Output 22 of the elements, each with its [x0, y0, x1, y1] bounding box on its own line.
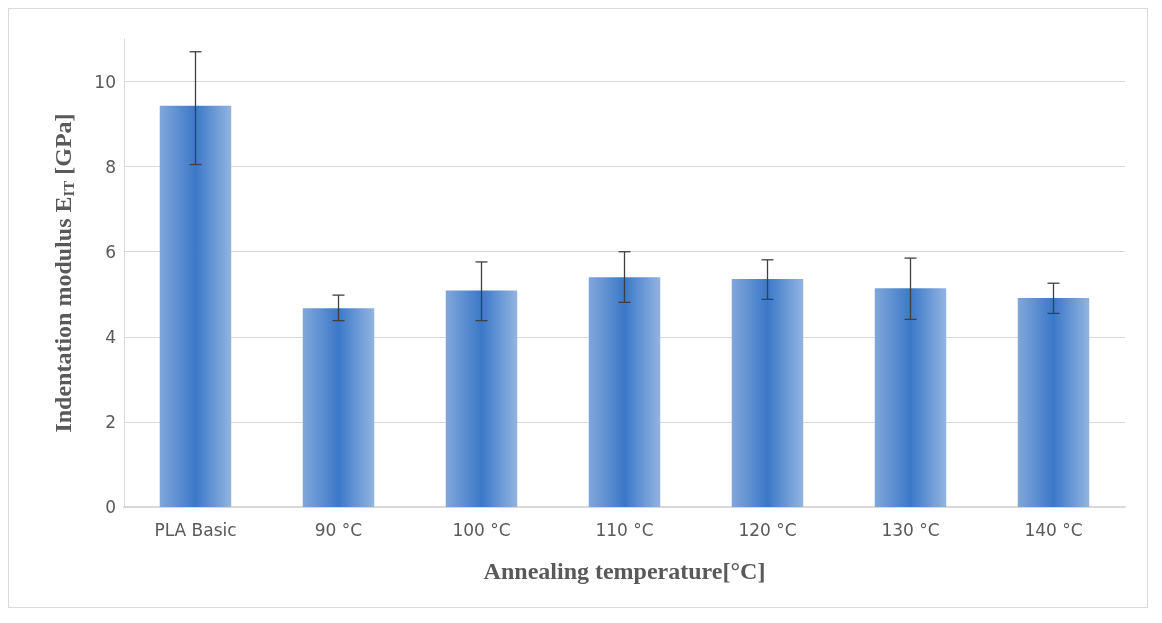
- y-tick-label: 4: [105, 326, 116, 347]
- bar: [159, 105, 232, 507]
- x-tick-label: 130 °C: [881, 519, 940, 540]
- bar: [445, 290, 518, 507]
- y-axis-title: Indentation modulus EIT [GPa]: [49, 113, 77, 433]
- bar: [1017, 298, 1090, 507]
- x-tick-label: 110 °C: [595, 519, 654, 540]
- y-tick-label: 2: [105, 411, 116, 432]
- bar: [731, 278, 804, 507]
- x-tick-label: PLA Basic: [154, 519, 237, 540]
- bar: [302, 308, 375, 507]
- x-tick-label: 140 °C: [1024, 519, 1083, 540]
- x-axis-title: Annealing temperature[°C]: [483, 558, 766, 584]
- y-tick-label: 8: [105, 156, 116, 177]
- x-tick-label: 100 °C: [452, 519, 511, 540]
- y-tick-label: 6: [105, 241, 116, 262]
- x-tick-label: 90 °C: [314, 519, 363, 540]
- bar: [588, 277, 661, 507]
- y-tick-label: 10: [94, 71, 116, 92]
- bar: [874, 288, 947, 507]
- x-tick-label: 120 °C: [738, 519, 797, 540]
- y-tick-label: 0: [105, 497, 116, 517]
